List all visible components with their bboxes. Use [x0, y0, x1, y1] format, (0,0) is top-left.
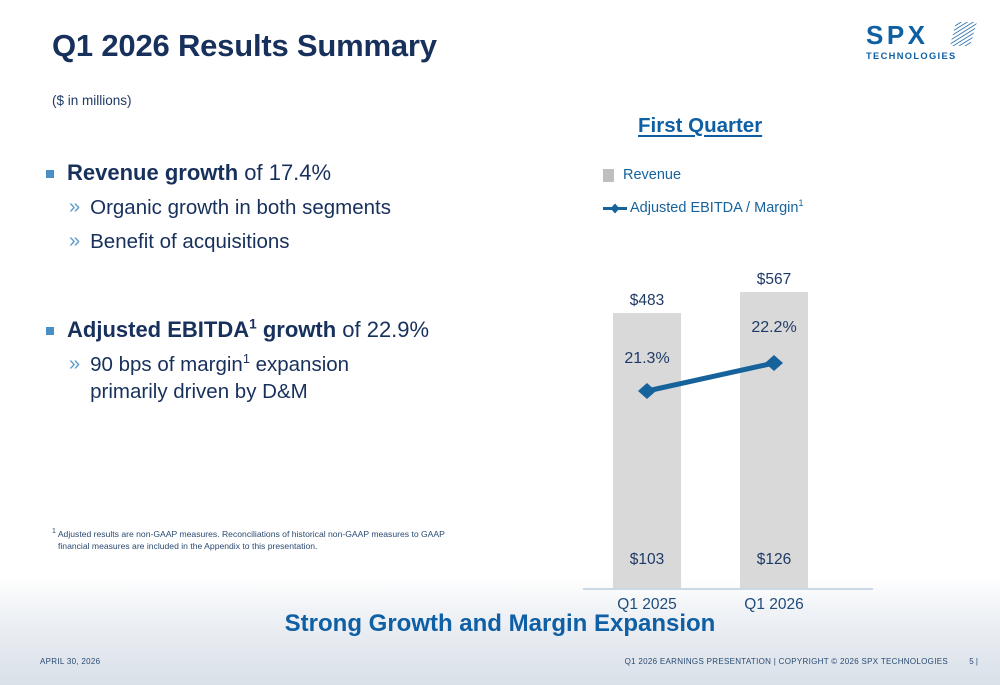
- footnote-marker: 1: [242, 351, 250, 367]
- sub-bullet-item: » 90 bps of margin1 expansion primarily …: [69, 351, 566, 405]
- first-quarter-chart: First Quarter Revenue Adjusted EBITDA / …: [583, 110, 873, 613]
- spx-logo: SPX TECHNOLOGIES: [866, 22, 978, 68]
- chevron-right-icon: »: [69, 353, 81, 375]
- square-bullet-icon: [46, 327, 54, 335]
- bullet-lead-revenue: Revenue growth: [67, 160, 239, 185]
- bullet-block-ebitda: Adjusted EBITDA1 growth of 22.9% » 90 bp…: [46, 315, 566, 405]
- bullet-lead-tail-ebitda: growth: [256, 317, 337, 342]
- chevron-right-icon: »: [69, 230, 81, 252]
- legend-label-revenue: Revenue: [623, 167, 682, 183]
- footnote-line2: financial measures are included in the A…: [58, 541, 318, 552]
- footnote-marker: 1: [52, 528, 56, 535]
- bar-label-revenue-2025: $483: [629, 292, 665, 309]
- bullet-rest-ebitda: of 22.9%: [336, 317, 430, 342]
- legend-item-revenue: Revenue: [603, 165, 803, 185]
- x-axis-line: [583, 588, 873, 590]
- bullet-rest-revenue: of 17.4%: [238, 160, 332, 185]
- bullet-lead-ebitda: Adjusted EBITDA: [67, 317, 250, 342]
- sub-bullet-pre: 90 bps of margin: [90, 353, 243, 376]
- bar-label-ebitda-2025: $103: [629, 551, 665, 568]
- chevron-right-icon: »: [69, 196, 81, 218]
- chart-legend: Revenue Adjusted EBITDA / Margin1: [603, 165, 803, 231]
- bullet-list: Revenue growth of 17.4% » Organic growth…: [46, 158, 566, 405]
- sub-bullet-label: Benefit of acquisitions: [90, 230, 290, 253]
- gray-square-icon: [603, 168, 614, 182]
- bar-q1-2026: [740, 292, 808, 588]
- line-diamond-icon: [603, 202, 627, 215]
- sub-bullet-item: » Organic growth in both segments: [69, 194, 566, 221]
- footnote-marker: 1: [249, 316, 257, 332]
- x-axis-tick-label: Q1 2026: [744, 596, 804, 613]
- page-title: Q1 2026 Results Summary: [52, 28, 437, 63]
- chart-title: First Quarter: [638, 114, 763, 137]
- sub-bullet-post: expansion: [249, 353, 350, 376]
- sub-bullet-item: » Benefit of acquisitions: [69, 228, 566, 255]
- hatched-parallelogram-icon: [950, 21, 978, 52]
- bullet-block-revenue: Revenue growth of 17.4% » Organic growth…: [46, 158, 566, 255]
- margin-label-2026: 22.2%: [751, 319, 797, 336]
- units-note: ($ in millions): [52, 93, 132, 108]
- footer-page-number: 5 |: [969, 657, 978, 666]
- sub-bullet-line2: primarily driven by D&M: [90, 380, 308, 403]
- bar-q1-2025: [613, 313, 681, 588]
- footnote-marker: 1: [798, 198, 804, 209]
- footnote-line1: Adjusted results are non-GAAP measures. …: [55, 528, 445, 539]
- bottom-gradient-band: [0, 578, 1000, 685]
- logo-wordmark: SPX: [866, 20, 929, 50]
- footer-date: APRIL 30, 2026: [40, 657, 101, 666]
- chart-plot-area: $483 $567 21.3% 22.2% $103 $126 Q1 2025 …: [583, 110, 873, 613]
- takeaway-banner: Strong Growth and Margin Expansion: [284, 610, 716, 637]
- x-axis-tick-label: Q1 2025: [617, 596, 677, 613]
- legend-label-margin: Adjusted EBITDA / Margin: [630, 200, 799, 216]
- logo-subtitle: TECHNOLOGIES: [866, 51, 957, 61]
- square-bullet-icon: [46, 170, 54, 178]
- margin-line-series: [638, 355, 783, 399]
- footer-info: Q1 2026 EARNINGS PRESENTATION | COPYRIGH…: [624, 657, 948, 666]
- sub-bullet-label: Organic growth in both segments: [90, 196, 391, 219]
- bullet-item: Adjusted EBITDA1 growth of 22.9%: [46, 315, 566, 344]
- legend-item-margin: Adjusted EBITDA / Margin1: [603, 198, 803, 218]
- bullet-item: Revenue growth of 17.4%: [46, 158, 566, 187]
- bar-label-revenue-2026: $567: [756, 271, 792, 288]
- margin-label-2025: 21.3%: [624, 350, 670, 367]
- bar-label-ebitda-2026: $126: [756, 551, 792, 568]
- footnote: 1 Adjusted results are non-GAAP measures…: [52, 526, 482, 553]
